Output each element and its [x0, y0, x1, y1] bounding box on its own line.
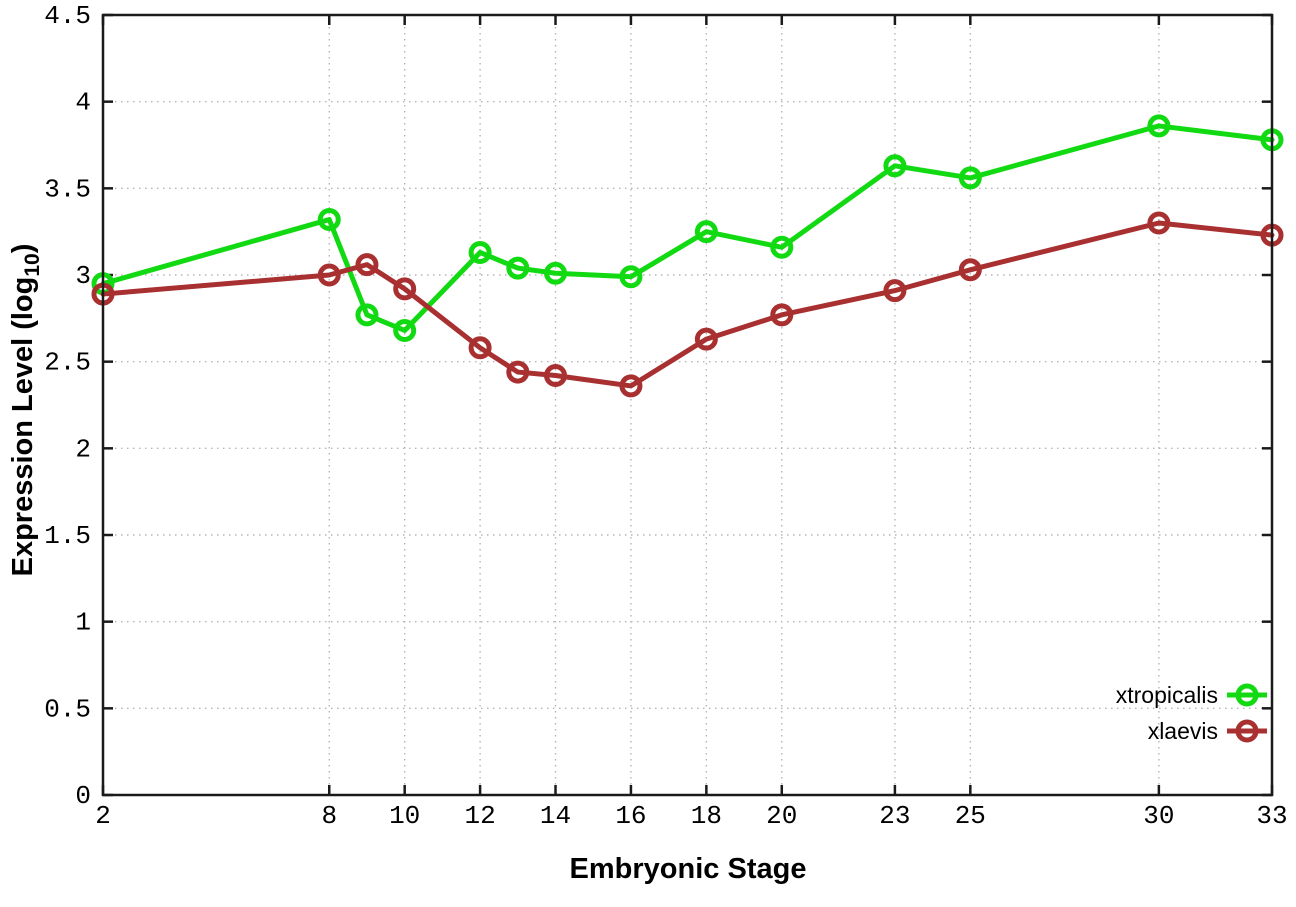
data-point-marker-xtropicalis	[355, 303, 379, 327]
series-xlaevis	[91, 211, 1284, 398]
y-tick-label: 3	[75, 261, 91, 291]
y-tick-label: 4.5	[44, 1, 91, 31]
x-tick-label: 23	[879, 801, 910, 831]
legend-sample-marker-xtropicalis	[1235, 683, 1259, 707]
y-tick-label: 4	[75, 88, 91, 118]
x-tick-label: 18	[691, 801, 722, 831]
x-tick-label: 25	[955, 801, 986, 831]
x-tick-label: 16	[615, 801, 646, 831]
legend-sample-marker-xlaevis	[1235, 719, 1259, 743]
y-tick-label: 3.5	[44, 174, 91, 204]
data-point-marker-xlaevis	[317, 263, 341, 287]
x-tick-label: 30	[1143, 801, 1174, 831]
data-point-marker-xlaevis	[468, 336, 492, 360]
x-axis-title: Embryonic Stage	[570, 853, 807, 885]
data-point-marker-xtropicalis	[770, 235, 794, 259]
data-point-marker-xlaevis	[694, 327, 718, 351]
data-point-marker-xlaevis	[355, 253, 379, 277]
y-tick-label: 2	[75, 434, 91, 464]
y-tick-label: 0	[75, 781, 91, 811]
data-point-marker-xlaevis	[506, 360, 530, 384]
x-tick-label: 33	[1256, 801, 1287, 831]
data-point-marker-xtropicalis	[468, 240, 492, 264]
x-tick-label: 14	[540, 801, 571, 831]
data-point-marker-xlaevis	[1147, 211, 1171, 235]
data-point-marker-xlaevis	[619, 374, 643, 398]
data-point-marker-xtropicalis	[694, 220, 718, 244]
x-tick-label: 10	[389, 801, 420, 831]
data-point-marker-xtropicalis	[958, 166, 982, 190]
y-axis-title-subscript: 10	[21, 253, 44, 276]
y-axis-title: Expression Level (log10)	[7, 244, 44, 577]
data-point-marker-xtropicalis	[317, 208, 341, 232]
legend-item-xtropicalis: xtropicalis	[1116, 682, 1267, 708]
grid-layer	[103, 15, 1272, 795]
legend-label-xlaevis: xlaevis	[1148, 718, 1218, 744]
data-point-marker-xtropicalis	[393, 318, 417, 342]
legend-label-xtropicalis: xtropicalis	[1116, 682, 1218, 708]
tick-label-layer: 2 8 10 12 14 16 18 20 23 25 30 33 0 0.5 1 1.5 2 2.5 3 3.5 4 4…	[44, 1, 1287, 831]
data-point-marker-xlaevis	[883, 279, 907, 303]
y-axis-title-close: )	[7, 244, 39, 254]
x-tick-label: 20	[766, 801, 797, 831]
plot-border	[101, 13, 1274, 797]
y-tick-label: 0.5	[44, 694, 91, 724]
data-point-marker-xtropicalis	[544, 261, 568, 285]
x-tick-label: 8	[321, 801, 337, 831]
series-layer	[91, 114, 1284, 398]
data-point-marker-xtropicalis	[506, 256, 530, 280]
y-tick-label: 2.5	[44, 348, 91, 378]
data-point-marker-xlaevis	[393, 277, 417, 301]
data-point-marker-xlaevis	[770, 303, 794, 327]
data-point-marker-xlaevis	[958, 258, 982, 282]
data-point-marker-xtropicalis	[883, 154, 907, 178]
x-tick-label: 12	[464, 801, 495, 831]
legend: xtropicalis xlaevis	[1116, 682, 1267, 744]
x-tick-label: 2	[95, 801, 111, 831]
y-tick-label: 1	[75, 608, 91, 638]
data-point-marker-xtropicalis	[1147, 114, 1171, 138]
y-tick-label: 1.5	[44, 521, 91, 551]
data-point-marker-xtropicalis	[619, 265, 643, 289]
data-point-marker-xlaevis	[544, 364, 568, 388]
legend-item-xlaevis: xlaevis	[1148, 718, 1267, 744]
y-axis-title-main: Expression Level (log	[7, 277, 39, 577]
